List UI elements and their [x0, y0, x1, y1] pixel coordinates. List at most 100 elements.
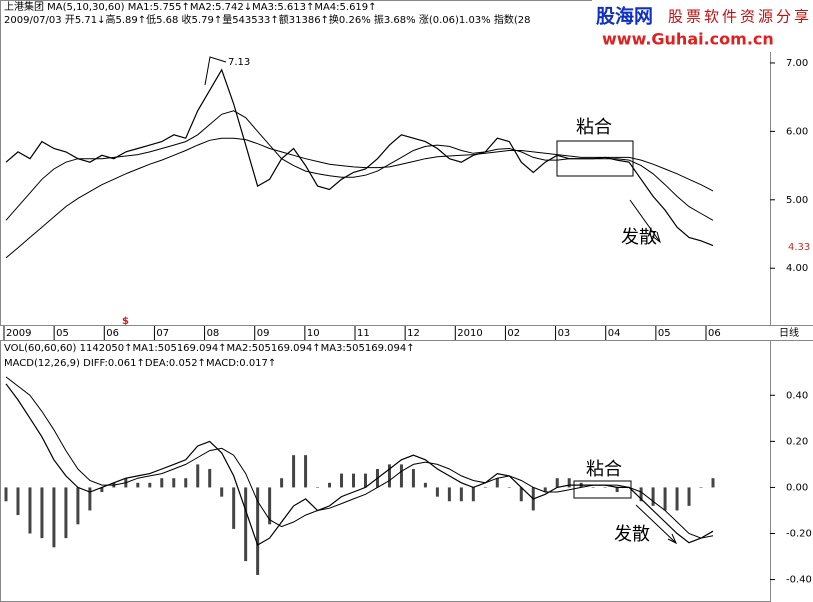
histogram-bar	[363, 473, 367, 488]
x-tick-label: 09	[257, 328, 270, 339]
histogram-bar	[220, 487, 224, 497]
last-price: 4.33	[788, 242, 810, 253]
histogram-bar	[196, 464, 200, 488]
x-tick-label: 08	[207, 328, 220, 339]
histogram-bar	[4, 487, 8, 502]
histogram-bar	[555, 478, 559, 488]
series-line	[5, 376, 714, 539]
histogram-bar	[615, 487, 619, 493]
histogram-bar	[495, 478, 499, 488]
histogram-bar	[232, 487, 236, 529]
x-tick-label: 07	[156, 328, 169, 339]
y-tick-label: -0.20	[786, 529, 812, 540]
histogram-bar	[352, 473, 356, 488]
x-tick-label: 03	[558, 328, 571, 339]
x-tick-label: 05	[658, 328, 671, 339]
histogram-bar	[316, 487, 320, 488]
x-tick-label: 2009	[6, 328, 31, 339]
histogram-bar	[28, 487, 32, 534]
histogram-bar	[519, 487, 523, 502]
histogram-bar	[711, 478, 715, 488]
logo-bg	[592, 0, 813, 52]
y-tick-label: 7.00	[786, 58, 808, 69]
arrow	[629, 199, 661, 243]
x-tick-label: 06	[708, 328, 721, 339]
histogram-bar	[483, 487, 487, 488]
x-tick-label: 11	[357, 328, 370, 339]
histogram-bar	[160, 478, 164, 488]
histogram-bar	[256, 487, 260, 575]
histogram-bar	[304, 455, 308, 488]
logo-main: 股海网	[596, 5, 653, 28]
histogram-bar	[471, 487, 475, 502]
histogram-bar	[399, 464, 403, 488]
histogram-bar	[567, 478, 571, 488]
histogram-bar	[280, 478, 284, 488]
histogram-bar	[675, 487, 679, 511]
histogram-bar	[543, 487, 547, 493]
histogram-bar	[16, 487, 20, 516]
histogram-bar	[292, 455, 296, 488]
peak-pointer	[204, 56, 227, 86]
event-marker: $	[122, 316, 129, 327]
histogram-bar	[699, 487, 703, 488]
histogram-bar	[328, 482, 332, 488]
histogram-bar	[340, 473, 344, 488]
histogram-bar	[651, 487, 655, 506]
converge-label: 粘合	[576, 117, 612, 138]
y-tick-label: 4.00	[786, 263, 808, 274]
converge-label: 粘合	[586, 459, 622, 480]
histogram-bar	[639, 487, 643, 502]
x-tick-label: 10	[307, 328, 320, 339]
histogram-bar	[100, 487, 104, 493]
histogram-bar	[184, 478, 188, 488]
header-line: 上港集团 MA(5,10,30,60) MA1:5.755↑MA2:5.742↓…	[4, 0, 377, 13]
y-tick-label: 0.40	[786, 390, 808, 401]
histogram-bar	[603, 487, 607, 488]
histogram-bar	[687, 487, 691, 506]
histogram-bar	[40, 487, 44, 539]
histogram-bar	[663, 487, 667, 511]
histogram-bar	[591, 487, 595, 488]
histogram-bar	[435, 487, 439, 497]
histogram-bar	[244, 487, 248, 562]
peak-label: 7.13	[228, 57, 250, 68]
macd-header: MACD(12,26,9) DIFF:0.061↑DEA:0.052↑MACD:…	[4, 358, 276, 369]
y-tick-label: 6.00	[786, 126, 808, 137]
y-tick-label: 0.20	[786, 436, 808, 447]
histogram-bar	[88, 487, 92, 511]
x-tick-label: 06	[106, 328, 119, 339]
histogram-bar	[268, 487, 272, 525]
logo-tag: 股票软件资源分享	[668, 8, 812, 26]
histogram-bar	[507, 487, 511, 488]
histogram-bar	[447, 487, 451, 502]
histogram-bar	[387, 464, 391, 488]
y-tick-label: -0.40	[786, 575, 812, 586]
series-line	[5, 110, 714, 221]
histogram-bar	[423, 482, 427, 488]
histogram-bar	[136, 482, 140, 488]
x-tick-label: 02	[507, 328, 520, 339]
x-tick-label: 04	[608, 328, 621, 339]
arrow-head	[667, 533, 678, 545]
vol-header: VOL(60,60,60) 1142050↑MA1:505169.094↑MA2…	[4, 343, 415, 354]
logo-url: www.Guhai.com.cn	[602, 30, 774, 49]
period-label: 日线	[779, 326, 799, 339]
arrow-head	[651, 231, 661, 244]
diverge-label: 发散	[614, 524, 650, 545]
x-tick-label: 05	[56, 328, 69, 339]
diverge-label: 发散	[621, 227, 657, 248]
histogram-bar	[148, 482, 152, 488]
header-line: 2009/07/03 开5.71↓高5.89↑低5.68 收5.79↑量5435…	[4, 13, 530, 26]
histogram-bar	[172, 478, 176, 488]
histogram-bar	[64, 487, 68, 539]
x-tick-label: 2010	[457, 328, 482, 339]
histogram-bar	[52, 487, 56, 548]
histogram-bar	[208, 469, 212, 488]
arrow	[635, 504, 677, 544]
histogram-bar	[411, 469, 415, 488]
histogram-bar	[76, 487, 80, 525]
y-tick-label: 5.00	[786, 195, 808, 206]
